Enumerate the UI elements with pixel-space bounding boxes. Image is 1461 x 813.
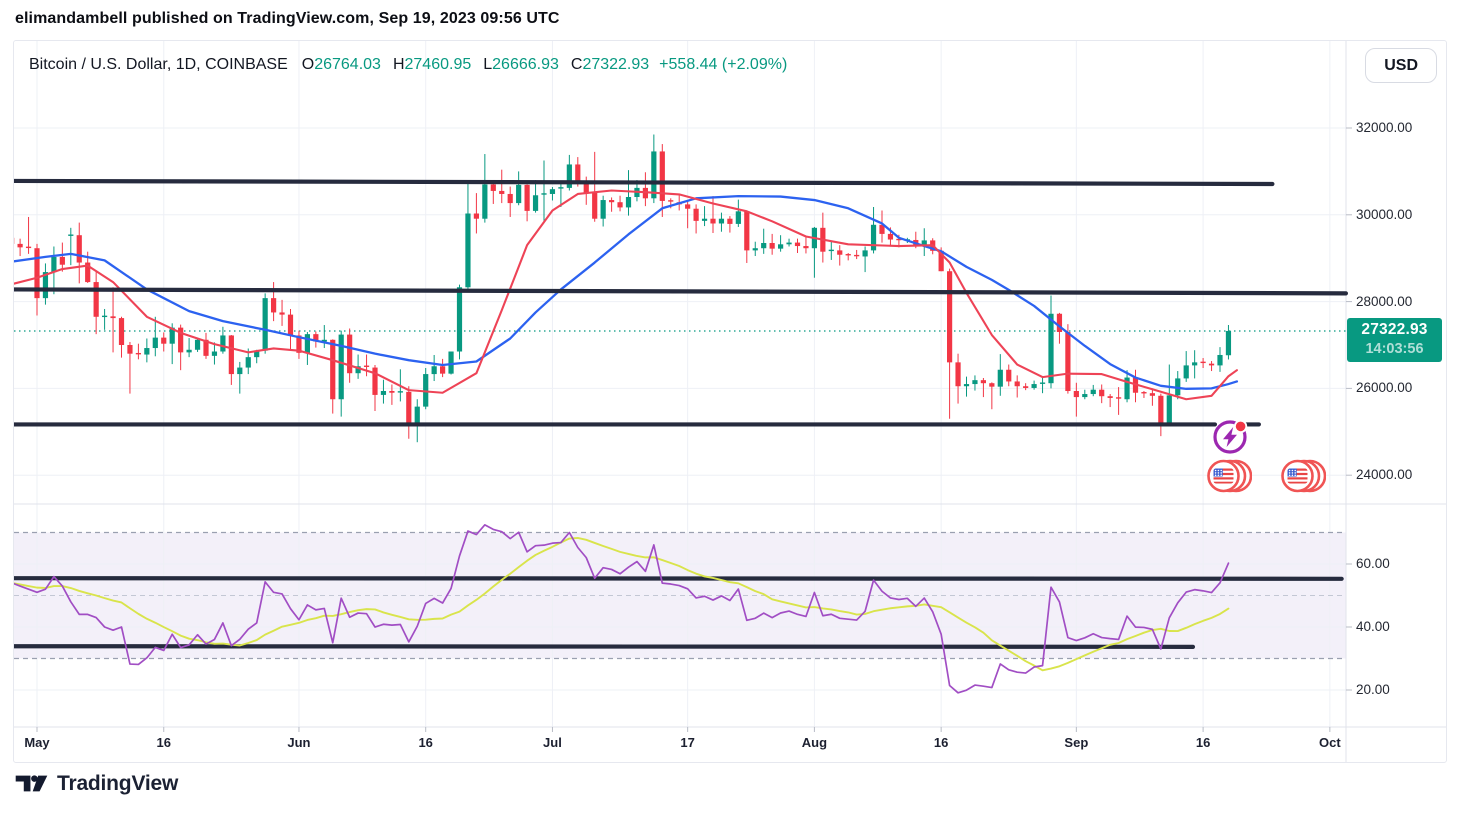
time-axis-label: May [24,735,50,750]
time-axis-label: 17 [680,735,695,750]
us-economic-event-icon[interactable] [1205,457,1253,500]
badge-last-price: 27322.93 [1361,320,1428,338]
candles-series [14,134,1232,443]
attribution-text: elimandambell published on TradingView.c… [15,10,560,27]
rsi-axis-label: 40.00 [1356,619,1390,634]
ohlc-o: O26764.03 [301,56,381,73]
time-axis-label: Sep [1064,735,1089,750]
price-axis-label: 32000.00 [1356,120,1413,135]
price-badge: 27322.93 14:03:56 [1347,317,1442,362]
price-axis-label: 28000.00 [1356,293,1413,309]
chart-canvas[interactable] [14,41,1447,763]
time-axis-label: Aug [801,735,828,750]
time-axis-label: 16 [1195,735,1211,750]
tradingview-brand-text[interactable]: TradingView [57,772,179,795]
flash-event-icon[interactable] [1210,417,1250,462]
badge-countdown: 14:03:56 [1365,340,1424,357]
symbol-title[interactable]: Bitcoin / U.S. Dollar, 1D, COINBASE [29,56,288,73]
time-axis-label: Oct [1319,735,1341,750]
footer: TradingView [15,772,178,796]
price-axis-label: 30000.00 [1356,206,1413,222]
trend-line-upper-resistance[interactable] [14,178,1275,187]
trend-line-mid-resistance[interactable] [14,287,1349,296]
chart-legend: Bitcoin / U.S. Dollar, 1D, COINBASE O267… [14,41,1446,89]
rsi-axis-label: 60.00 [1356,556,1390,571]
time-axis-label: Jul [543,735,562,750]
price-change: +558.44 (+2.09%) [659,56,788,73]
us-economic-event-icon[interactable] [1279,457,1327,500]
pane-separators [14,41,1446,762]
time-axis-label: 16 [156,735,171,750]
time-axis-label: 16 [418,735,433,750]
trend-line-rsi-lower[interactable] [14,644,1196,649]
trend-line-rsi-upper[interactable] [14,576,1344,581]
ohlc-h: H27460.95 [392,56,472,73]
time-axis-label: 16 [933,735,949,750]
rsi-axis-label: 20.00 [1356,682,1390,697]
tradingview-logo-icon[interactable] [15,773,48,795]
ohlc-values: O26764.03 H27460.95 L26666.93 C27322.93 [302,56,649,74]
price-axis-label: 26000.00 [1356,380,1413,396]
rsi-line [14,523,1230,694]
price-axis-label: 24000.00 [1356,467,1413,483]
ma-fast-line [14,189,1238,401]
time-axis-label: Jun [287,735,311,750]
grid-lines [14,41,1346,727]
ohlc-l: L26666.93 [483,56,559,73]
chart-widget: Bitcoin / U.S. Dollar, 1D, COINBASE O267… [13,40,1447,763]
rsi-ma-line [14,536,1230,672]
ohlc-c: C27322.93 [570,56,650,73]
ma-slow-line [14,194,1239,390]
currency-button[interactable]: USD [1365,48,1437,83]
